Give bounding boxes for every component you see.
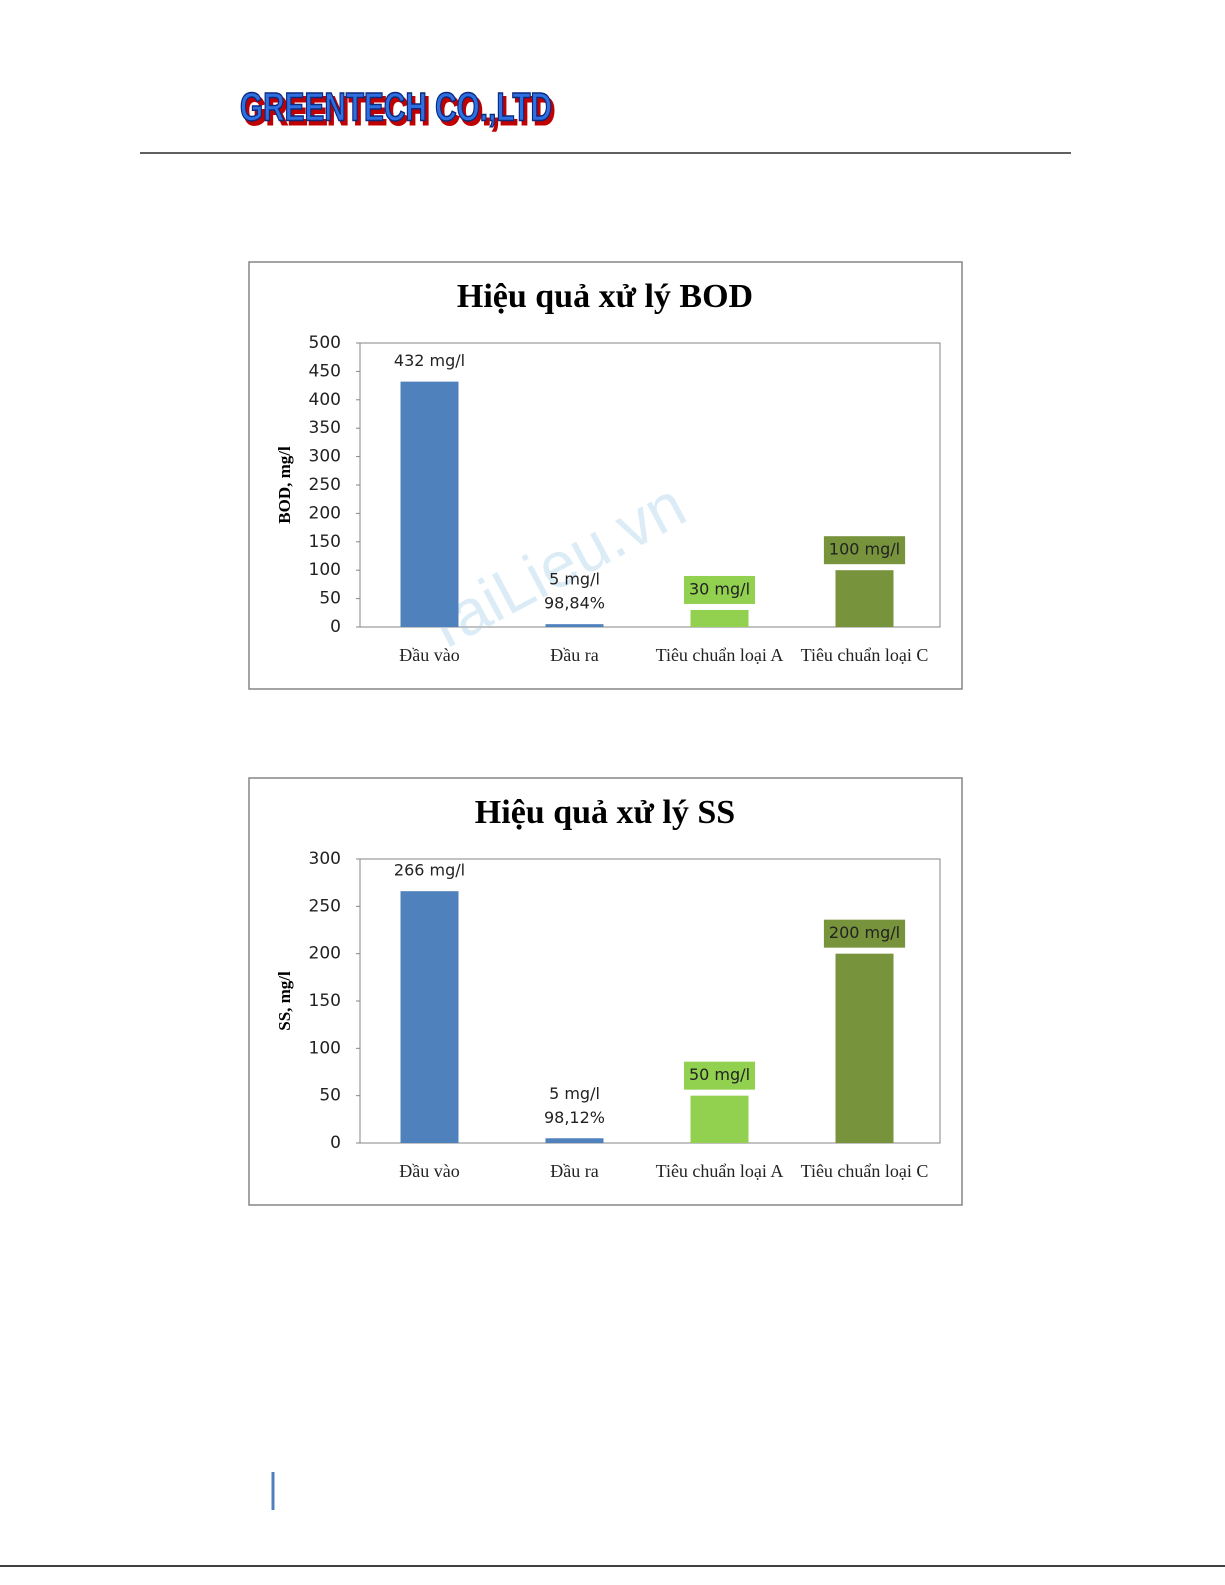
bar [690, 609, 749, 627]
data-label: 5 mg/l [549, 1084, 600, 1103]
y-tick-label: 0 [330, 617, 341, 637]
label-box [683, 575, 756, 604]
data-label: 5 mg/l [549, 570, 600, 589]
y-tick-label: 50 [319, 1086, 341, 1106]
chart: Hiệu quả xử lý SS 0 50 100 150 200 250 300 SS, m… [248, 777, 963, 1206]
data-label: 266 mg/l [394, 861, 465, 880]
data-note: 98,12% [544, 1108, 605, 1127]
x-tick-label: Tiêu chuẩn loại A [656, 645, 784, 665]
y-tick-label: 300 [309, 849, 341, 869]
y-tick-label: 0 [330, 1133, 341, 1153]
x-tick-label: Tiêu chuẩn loại C [801, 645, 929, 665]
x-tick-label: Đầu ra [550, 645, 598, 665]
x-tick-label: Tiêu chuẩn loại A [656, 1161, 784, 1181]
label-box [823, 919, 906, 948]
x-tick-label: Đầu ra [550, 1161, 598, 1181]
x-tick-label: Đầu vào [399, 645, 459, 665]
y-axis-label: SS, mg/l [275, 971, 294, 1031]
bar [400, 891, 459, 1143]
chart-title: Hiệu quả xử lý BOD [457, 278, 753, 315]
label-box [823, 536, 906, 565]
y-tick-label: 200 [309, 944, 341, 964]
logo: GREENTECH CO.,LTD [240, 86, 552, 130]
data-label: 50 mg/l [689, 1065, 750, 1084]
bar [400, 381, 459, 627]
logo-shadow: GREENTECH CO.,LTD [243, 90, 555, 134]
data-label: 200 mg/l [829, 923, 900, 942]
y-tick-label: 100 [309, 560, 341, 580]
data-label: 30 mg/l [689, 579, 750, 598]
y-tick-label: 150 [309, 991, 341, 1011]
y-tick-label: 200 [309, 503, 341, 523]
data-note: 98,84% [544, 594, 605, 613]
bar [545, 624, 604, 627]
bar [835, 953, 894, 1143]
bar [835, 570, 894, 627]
bar [545, 1138, 604, 1143]
y-tick-label: 100 [309, 1038, 341, 1058]
y-tick-label: 400 [309, 390, 341, 410]
y-tick-label: 50 [319, 589, 341, 609]
y-axis-label: BOD, mg/l [275, 446, 294, 524]
chart-title: Hiệu quả xử lý SS [475, 794, 735, 831]
y-tick-label: 300 [309, 447, 341, 467]
data-label: 432 mg/l [394, 351, 465, 370]
y-tick-label: 450 [309, 361, 341, 381]
data-label: 100 mg/l [829, 540, 900, 559]
y-tick-label: 350 [309, 418, 341, 438]
x-tick-label: Tiêu chuẩn loại C [801, 1161, 929, 1181]
chart: Hiệu quả xử lý BOD 0 50 100 150 200 250 300 350 4… [248, 261, 963, 690]
x-tick-label: Đầu vào [399, 1161, 459, 1181]
y-tick-label: 500 [309, 333, 341, 353]
y-tick-label: 250 [309, 896, 341, 916]
bar [690, 1095, 749, 1143]
label-box [683, 1061, 756, 1090]
y-tick-label: 250 [309, 475, 341, 495]
y-tick-label: 150 [309, 532, 341, 552]
